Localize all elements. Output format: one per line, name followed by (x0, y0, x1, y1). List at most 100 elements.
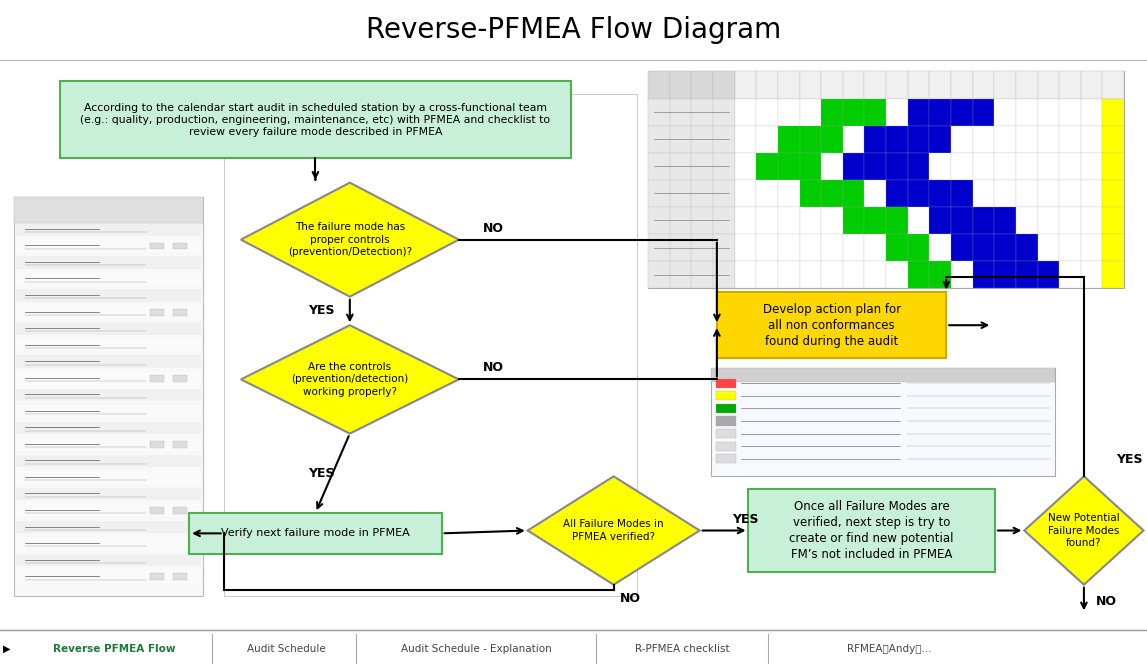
FancyBboxPatch shape (16, 339, 201, 352)
FancyBboxPatch shape (150, 574, 164, 580)
FancyBboxPatch shape (1102, 261, 1124, 288)
FancyBboxPatch shape (865, 180, 887, 207)
FancyBboxPatch shape (16, 356, 201, 368)
Text: YES: YES (732, 513, 759, 526)
FancyBboxPatch shape (16, 322, 201, 335)
FancyBboxPatch shape (1038, 125, 1059, 153)
Polygon shape (241, 325, 459, 434)
FancyBboxPatch shape (907, 125, 929, 153)
FancyBboxPatch shape (692, 207, 713, 234)
FancyBboxPatch shape (16, 306, 201, 318)
FancyBboxPatch shape (994, 234, 1016, 261)
FancyBboxPatch shape (799, 125, 821, 153)
FancyBboxPatch shape (778, 207, 799, 234)
Text: All Failure Modes in
PFMEA verified?: All Failure Modes in PFMEA verified? (563, 520, 664, 542)
FancyBboxPatch shape (973, 261, 994, 288)
FancyBboxPatch shape (16, 521, 201, 534)
FancyBboxPatch shape (887, 99, 907, 125)
FancyBboxPatch shape (16, 570, 201, 583)
FancyBboxPatch shape (16, 256, 201, 269)
FancyBboxPatch shape (648, 180, 670, 207)
FancyBboxPatch shape (951, 234, 973, 261)
Text: R-PFMEA checklist: R-PFMEA checklist (635, 644, 729, 654)
FancyBboxPatch shape (1038, 153, 1059, 180)
FancyBboxPatch shape (843, 99, 865, 125)
FancyBboxPatch shape (713, 99, 734, 125)
Text: According to the calendar start audit in scheduled station by a cross-functional: According to the calendar start audit in… (80, 103, 551, 137)
FancyBboxPatch shape (670, 261, 692, 288)
FancyBboxPatch shape (648, 99, 670, 125)
FancyBboxPatch shape (1016, 71, 1038, 99)
FancyBboxPatch shape (907, 180, 929, 207)
FancyBboxPatch shape (951, 153, 973, 180)
FancyBboxPatch shape (843, 180, 865, 207)
FancyBboxPatch shape (907, 99, 929, 125)
Text: New Potential
Failure Modes
found?: New Potential Failure Modes found? (1048, 513, 1119, 548)
FancyBboxPatch shape (716, 429, 736, 438)
FancyBboxPatch shape (887, 153, 907, 180)
FancyBboxPatch shape (1080, 180, 1102, 207)
FancyBboxPatch shape (189, 513, 442, 554)
FancyBboxPatch shape (973, 207, 994, 234)
Text: NO: NO (483, 362, 504, 374)
FancyBboxPatch shape (799, 153, 821, 180)
FancyBboxPatch shape (799, 180, 821, 207)
FancyBboxPatch shape (648, 125, 670, 153)
FancyBboxPatch shape (224, 94, 637, 596)
FancyBboxPatch shape (1102, 125, 1124, 153)
Text: YES: YES (1116, 453, 1144, 466)
FancyBboxPatch shape (907, 234, 929, 261)
FancyBboxPatch shape (711, 368, 1055, 476)
FancyBboxPatch shape (1016, 261, 1038, 288)
FancyBboxPatch shape (887, 71, 907, 99)
FancyBboxPatch shape (173, 243, 187, 249)
FancyBboxPatch shape (887, 234, 907, 261)
FancyBboxPatch shape (734, 153, 756, 180)
FancyBboxPatch shape (994, 71, 1016, 99)
FancyBboxPatch shape (717, 292, 946, 358)
FancyBboxPatch shape (1080, 153, 1102, 180)
FancyBboxPatch shape (756, 99, 778, 125)
FancyBboxPatch shape (734, 180, 756, 207)
FancyBboxPatch shape (756, 71, 778, 99)
FancyBboxPatch shape (670, 153, 692, 180)
FancyBboxPatch shape (734, 125, 756, 153)
FancyBboxPatch shape (713, 180, 734, 207)
FancyBboxPatch shape (16, 223, 201, 235)
FancyBboxPatch shape (887, 261, 907, 288)
FancyBboxPatch shape (16, 488, 201, 500)
FancyBboxPatch shape (778, 180, 799, 207)
FancyBboxPatch shape (799, 261, 821, 288)
FancyBboxPatch shape (16, 455, 201, 467)
FancyBboxPatch shape (713, 71, 734, 99)
FancyBboxPatch shape (973, 99, 994, 125)
FancyBboxPatch shape (734, 71, 756, 99)
FancyBboxPatch shape (14, 197, 203, 223)
FancyBboxPatch shape (692, 71, 713, 99)
FancyBboxPatch shape (951, 261, 973, 288)
FancyBboxPatch shape (821, 99, 843, 125)
FancyBboxPatch shape (1080, 234, 1102, 261)
FancyBboxPatch shape (1059, 207, 1080, 234)
FancyBboxPatch shape (1059, 180, 1080, 207)
Text: Reverse-PFMEA Flow Diagram: Reverse-PFMEA Flow Diagram (366, 16, 781, 44)
Text: YES: YES (307, 467, 335, 480)
FancyBboxPatch shape (756, 125, 778, 153)
FancyBboxPatch shape (821, 207, 843, 234)
FancyBboxPatch shape (929, 71, 951, 99)
FancyBboxPatch shape (16, 239, 201, 252)
FancyBboxPatch shape (61, 81, 571, 158)
FancyBboxPatch shape (173, 441, 187, 448)
FancyBboxPatch shape (716, 454, 736, 463)
FancyBboxPatch shape (692, 180, 713, 207)
FancyBboxPatch shape (756, 261, 778, 288)
FancyBboxPatch shape (799, 207, 821, 234)
FancyBboxPatch shape (648, 71, 670, 99)
FancyBboxPatch shape (716, 392, 736, 400)
FancyBboxPatch shape (973, 234, 994, 261)
FancyBboxPatch shape (843, 207, 865, 234)
FancyBboxPatch shape (821, 261, 843, 288)
FancyBboxPatch shape (692, 234, 713, 261)
FancyBboxPatch shape (16, 289, 201, 302)
FancyBboxPatch shape (648, 261, 670, 288)
